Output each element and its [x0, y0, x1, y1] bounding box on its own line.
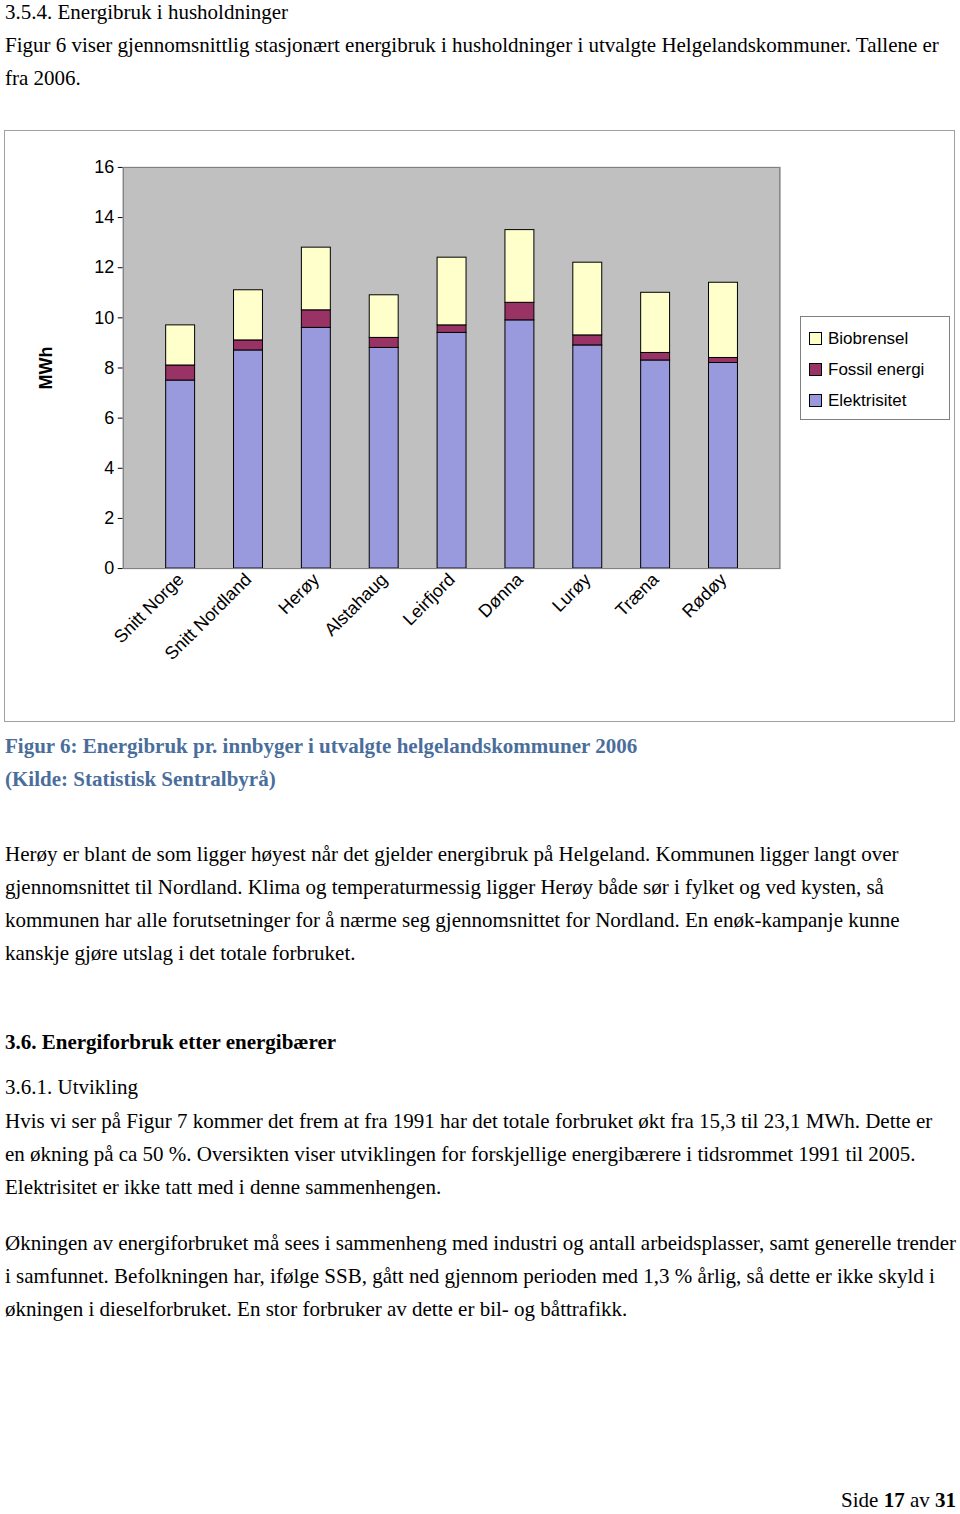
html-text:Figur 6 viser gjennomsnittlig: Figur 6 viser gjennomsnittlig stasjonært…	[5, 33, 939, 90]
svg-text:12: 12	[94, 257, 114, 277]
html-text:Side 17 av 31: Side 17 av 31	[841, 1488, 956, 1512]
svg-text:2: 2	[104, 508, 114, 528]
svg-text:Lurøy: Lurøy	[548, 569, 595, 616]
html-text:Økningen av energiforbruket må: Økningen av energiforbruket må sees i sa…	[5, 1231, 957, 1321]
html-text:3.6.1. Utvikling: 3.6.1. Utvikling	[5, 1075, 138, 1099]
svg-text:MWh: MWh	[36, 347, 56, 390]
svg-text:16: 16	[94, 157, 114, 177]
svg-text:4: 4	[104, 458, 114, 478]
html-text:Biobrensel: Biobrensel	[828, 328, 909, 348]
svg-text:Herøy: Herøy	[275, 569, 324, 618]
svg-text:Snitt Norge: Snitt Norge	[109, 569, 188, 647]
svg-text:14: 14	[94, 207, 114, 227]
html-text:Figur 6: Energibruk pr. innbyg: Figur 6: Energibruk pr. innbyger i utval…	[5, 734, 638, 758]
html-text:(Kilde: Statistisk Sentralbyrå: (Kilde: Statistisk Sentralbyrå)	[5, 767, 276, 791]
svg-text:Snitt Nordland: Snitt Nordland	[161, 569, 256, 664]
svg-text:Dønna: Dønna	[475, 569, 527, 621]
html-text:Herøy er blant de som ligger h: Herøy er blant de som ligger høyest når …	[5, 842, 900, 965]
svg-text:8: 8	[104, 358, 114, 378]
svg-text:0: 0	[104, 558, 114, 578]
svg-text:10: 10	[94, 308, 114, 328]
html-text:3.6. Energiforbruk etter energ: 3.6. Energiforbruk etter energibærer	[5, 1030, 337, 1054]
svg-text:Alstahaug: Alstahaug	[320, 569, 391, 640]
html-text:Hvis vi ser på Figur 7 kommer: Hvis vi ser på Figur 7 kommer det frem a…	[5, 1109, 933, 1199]
html-text:Elektrisitet: Elektrisitet	[828, 390, 907, 410]
svg-text:Rødøy: Rødøy	[678, 569, 730, 621]
svg-text:6: 6	[104, 408, 114, 428]
svg-text:Træna: Træna	[611, 569, 662, 620]
html-text:Fossil energi: Fossil energi	[828, 359, 925, 379]
html-text:3.5.4. Energibruk i husholdnin: 3.5.4. Energibruk i husholdninger	[5, 0, 289, 24]
svg-text:Leirfjord: Leirfjord	[399, 569, 459, 629]
